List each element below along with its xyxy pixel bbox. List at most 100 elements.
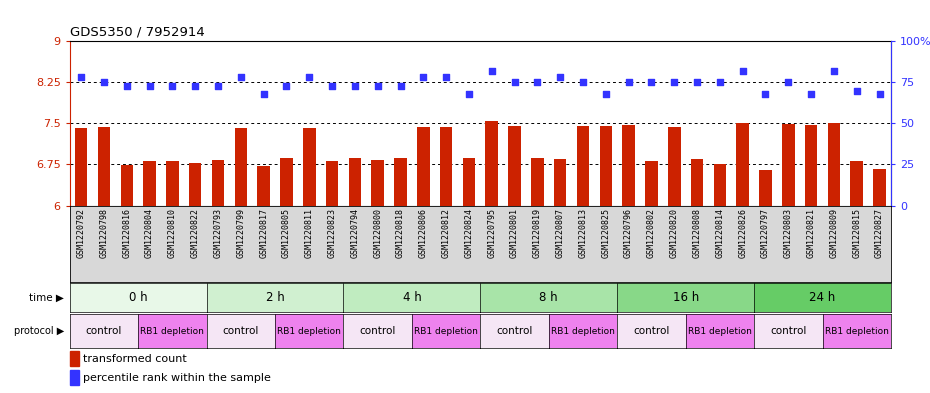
Text: RB1 depletion: RB1 depletion [140, 327, 205, 336]
Bar [828, 123, 840, 206]
Bar [577, 126, 590, 206]
Text: time ▶: time ▶ [29, 293, 64, 303]
Point [872, 91, 887, 97]
Bar [234, 128, 247, 206]
Text: RB1 depletion: RB1 depletion [414, 327, 478, 336]
Text: control: control [222, 326, 259, 336]
Point [279, 83, 294, 89]
Bar [737, 123, 749, 206]
Point [644, 79, 658, 85]
Text: GSM1220805: GSM1220805 [282, 208, 291, 258]
Text: GSM1220826: GSM1220826 [738, 208, 747, 258]
Point [393, 83, 408, 89]
Point [485, 68, 499, 74]
Point [73, 74, 88, 81]
Bar [70, 351, 79, 366]
Point [416, 74, 431, 81]
Text: GSM1220815: GSM1220815 [852, 208, 861, 258]
Text: GSM1220821: GSM1220821 [806, 208, 816, 258]
Point [827, 68, 842, 74]
Point [576, 79, 591, 85]
Point [598, 91, 613, 97]
Text: GSM1220796: GSM1220796 [624, 208, 633, 258]
Text: control: control [86, 326, 122, 336]
Bar [75, 128, 87, 206]
Text: GSM1220817: GSM1220817 [259, 208, 268, 258]
Point [97, 79, 112, 85]
Bar [394, 158, 406, 206]
Text: RB1 depletion: RB1 depletion [551, 327, 615, 336]
Bar [280, 158, 293, 206]
Text: GSM1220793: GSM1220793 [214, 208, 222, 258]
Text: control: control [633, 326, 670, 336]
Text: 2 h: 2 h [266, 291, 285, 304]
Text: protocol ▶: protocol ▶ [14, 326, 64, 336]
Bar [440, 127, 452, 206]
Bar [531, 158, 544, 206]
Bar [622, 125, 635, 206]
Point [736, 68, 751, 74]
Point [210, 83, 225, 89]
Bar [645, 161, 658, 206]
Point [119, 83, 134, 89]
Point [507, 79, 522, 85]
Bar [668, 127, 681, 206]
Text: GSM1220799: GSM1220799 [236, 208, 246, 258]
Bar [121, 165, 133, 206]
Text: transformed count: transformed count [83, 354, 187, 364]
Point [142, 83, 157, 89]
Point [233, 74, 248, 81]
Point [370, 83, 385, 89]
Bar [166, 161, 179, 206]
Text: GSM1220794: GSM1220794 [351, 208, 359, 258]
Point [461, 91, 476, 97]
Point [667, 79, 682, 85]
Text: control: control [497, 326, 533, 336]
Text: GSM1220823: GSM1220823 [327, 208, 337, 258]
Text: GSM1220820: GSM1220820 [670, 208, 679, 258]
Text: RB1 depletion: RB1 depletion [277, 327, 341, 336]
Text: GSM1220818: GSM1220818 [396, 208, 405, 258]
Point [165, 83, 179, 89]
Text: GSM1220822: GSM1220822 [191, 208, 200, 258]
Bar [554, 159, 566, 206]
Text: GSM1220811: GSM1220811 [305, 208, 313, 258]
Text: GSM1220797: GSM1220797 [761, 208, 770, 258]
Bar [70, 370, 79, 385]
Text: control: control [770, 326, 806, 336]
Bar [759, 170, 772, 206]
Bar [349, 158, 361, 206]
Text: RB1 depletion: RB1 depletion [688, 327, 751, 336]
Bar [782, 125, 794, 206]
Text: GSM1220804: GSM1220804 [145, 208, 154, 258]
Point [188, 83, 203, 89]
Point [849, 87, 864, 94]
Point [712, 79, 727, 85]
Bar [258, 166, 270, 206]
Point [256, 91, 271, 97]
Point [552, 74, 567, 81]
Text: GSM1220816: GSM1220816 [122, 208, 131, 258]
Text: GDS5350 / 7952914: GDS5350 / 7952914 [70, 26, 205, 39]
Text: 0 h: 0 h [129, 291, 148, 304]
Text: GSM1220802: GSM1220802 [647, 208, 656, 258]
Bar [462, 158, 475, 206]
Bar [303, 128, 315, 206]
Point [781, 79, 796, 85]
Text: control: control [360, 326, 396, 336]
Text: GSM1220809: GSM1220809 [830, 208, 839, 258]
Text: GSM1220824: GSM1220824 [464, 208, 473, 258]
Bar [873, 169, 885, 206]
Point [758, 91, 773, 97]
Text: GSM1220792: GSM1220792 [76, 208, 86, 258]
Text: 16 h: 16 h [672, 291, 698, 304]
Bar [600, 126, 612, 206]
Text: GSM1220825: GSM1220825 [602, 208, 610, 258]
Text: GSM1220807: GSM1220807 [556, 208, 565, 258]
Point [325, 83, 339, 89]
Bar [691, 159, 703, 206]
Point [621, 79, 636, 85]
Text: GSM1220800: GSM1220800 [373, 208, 382, 258]
Text: 4 h: 4 h [403, 291, 421, 304]
Point [302, 74, 317, 81]
